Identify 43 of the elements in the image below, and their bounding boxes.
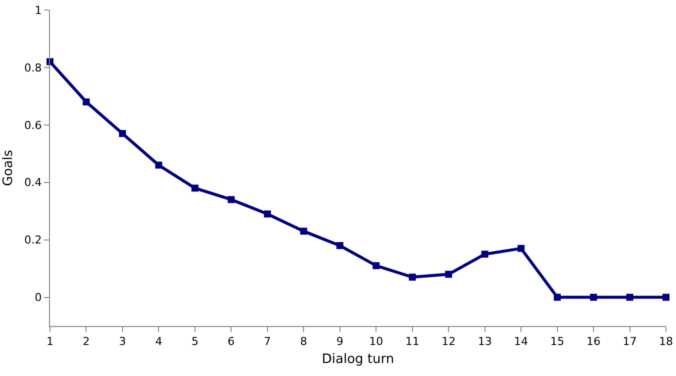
x-tick-label: 2 (82, 335, 90, 348)
x-tick-label: 18 (659, 335, 673, 348)
y-tick-label: 0.4 (24, 176, 42, 190)
x-tick-label: 3 (118, 335, 126, 348)
point (408, 274, 416, 281)
point (626, 294, 634, 301)
x-tick-label: 7 (264, 335, 271, 348)
point (518, 244, 525, 252)
point (264, 210, 271, 218)
y-tick-label: 1 (34, 4, 42, 17)
x-tick-label: 9 (336, 335, 344, 348)
point (590, 294, 598, 301)
point (445, 270, 452, 278)
point (372, 262, 380, 270)
x-tick-label: 15 (550, 335, 564, 348)
y-tick-label: 0.2 (24, 234, 42, 247)
x-tick-label: 10 (369, 335, 384, 348)
y-axis-title: Goals (1, 150, 16, 186)
x-tick-label: 6 (228, 335, 235, 348)
x-tick-label: 11 (405, 335, 420, 348)
y-tick-label: 0.8 (24, 61, 42, 74)
x-tick-label: 16 (586, 335, 601, 348)
y-tick-label: 0 (34, 291, 42, 304)
x-tick-label: 1 (46, 335, 54, 348)
point (336, 242, 344, 250)
point (554, 294, 561, 301)
x-tick-label: 12 (442, 335, 456, 348)
x-axis-title: Dialog turn (322, 352, 394, 367)
point (155, 162, 162, 169)
y-tick-label: 0.6 (24, 118, 42, 132)
x-tick-label: 5 (191, 335, 198, 348)
point (481, 250, 488, 258)
point (300, 228, 308, 235)
point (191, 184, 198, 192)
x-tick-label: 8 (300, 335, 308, 348)
x-tick-label: 13 (478, 335, 492, 348)
x-tick-label: 4 (155, 335, 162, 348)
x-tick-label: 14 (514, 335, 528, 348)
x-tick-label: 17 (622, 335, 637, 348)
point (228, 196, 235, 204)
point (82, 98, 90, 106)
point (118, 130, 126, 138)
point (662, 294, 670, 301)
